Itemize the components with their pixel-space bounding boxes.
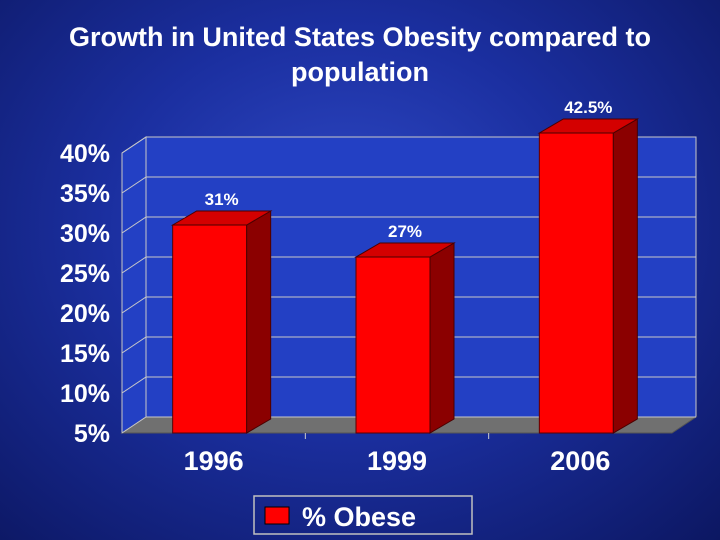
y-tick-label: 35% [60, 180, 110, 208]
data-label: 27% [388, 222, 422, 241]
bars [170, 118, 640, 434]
x-category-label: 2006 [550, 446, 610, 476]
gridline [121, 416, 696, 434]
bar-1999-side [429, 242, 455, 434]
gridline [121, 136, 696, 154]
bar-2006-top [537, 118, 640, 134]
y-tick-label: 25% [60, 260, 110, 288]
bar-1996-front [172, 224, 248, 434]
y-tick-label: 15% [60, 340, 110, 368]
bar-1996-top [170, 210, 273, 226]
bar-1999-top [354, 242, 456, 258]
title-line-2: population [291, 57, 429, 87]
y-tick-label: 30% [60, 220, 110, 248]
data-labels: 31% 27% 42.5% [205, 98, 613, 241]
y-tick-label: 5% [74, 420, 110, 448]
y-tick-label: 20% [60, 300, 110, 328]
x-axis-category-labels: 1996 1999 2006 [184, 446, 611, 476]
side-wall [121, 136, 147, 434]
bar-1999-front [355, 256, 431, 434]
chart-title: Growth in United States Obesity compared… [0, 20, 720, 90]
gridline [121, 216, 696, 234]
y-tick-label: 10% [60, 380, 110, 408]
bar-2006-front [538, 132, 614, 434]
legend-swatch [264, 506, 290, 525]
y-tick-label: 40% [60, 140, 110, 168]
title-line-1: Growth in United States Obesity compared… [68, 22, 652, 52]
gridline [121, 296, 696, 314]
legend-label: % Obese [302, 502, 416, 532]
x-category-label: 1996 [184, 446, 244, 476]
data-label: 31% [205, 190, 239, 209]
x-category-label: 1999 [367, 446, 427, 476]
y-axis-tick-labels: 5% 10% 15% 20% 25% 30% 35% 40% [60, 140, 110, 448]
gridline [121, 336, 696, 354]
bar-2006-side [612, 118, 638, 434]
gridline [121, 176, 696, 194]
legend: % Obese [253, 495, 473, 535]
legend-box [253, 495, 473, 535]
gridline [121, 376, 696, 394]
data-label: 42.5% [564, 98, 612, 117]
gridlines [121, 136, 696, 439]
gridline [121, 256, 696, 274]
bar-1996-side [246, 210, 272, 434]
